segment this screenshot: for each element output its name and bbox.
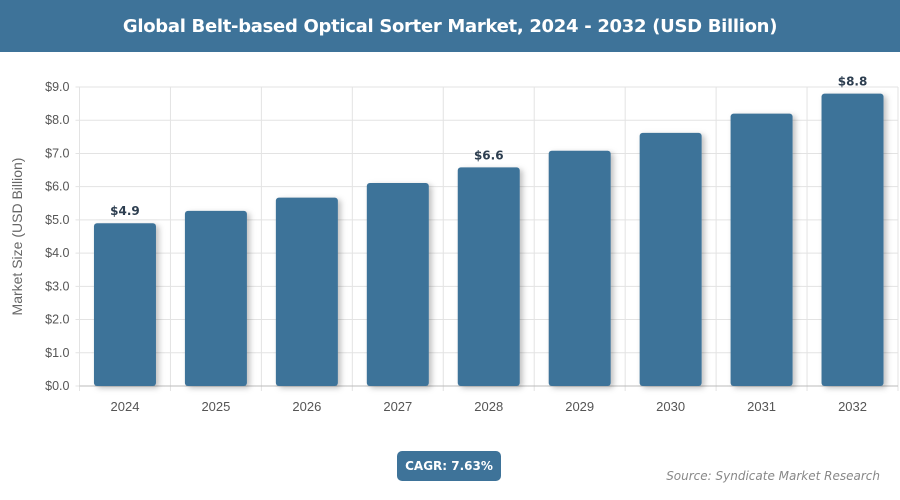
x-tick-label: 2030 bbox=[656, 399, 685, 414]
x-tick-label: 2026 bbox=[292, 399, 321, 414]
x-tick-label: 2025 bbox=[201, 399, 230, 414]
data-label: $6.6 bbox=[474, 148, 504, 162]
data-label: $8.8 bbox=[838, 75, 868, 89]
y-tick-label: $1.0 bbox=[45, 346, 69, 360]
x-tick-label: 2031 bbox=[747, 399, 776, 414]
chart-title: Global Belt-based Optical Sorter Market,… bbox=[0, 0, 900, 52]
bar-2029 bbox=[548, 150, 611, 386]
bar-2024 bbox=[93, 223, 156, 386]
x-tick-label: 2024 bbox=[111, 399, 140, 414]
bar-2030 bbox=[639, 132, 702, 386]
y-axis-label: Market Size (USD Billion) bbox=[9, 158, 25, 316]
y-tick-label: $9.0 bbox=[45, 80, 69, 94]
y-tick-label: $8.0 bbox=[45, 113, 69, 127]
bar-2027 bbox=[366, 183, 429, 386]
y-tick-label: $3.0 bbox=[45, 279, 69, 293]
y-tick-label: $6.0 bbox=[45, 180, 69, 194]
x-tick-label: 2027 bbox=[383, 399, 412, 414]
bar-2031 bbox=[730, 113, 793, 387]
y-tick-label: $7.0 bbox=[45, 146, 69, 160]
y-tick-label: $5.0 bbox=[45, 213, 69, 227]
bar-2026 bbox=[275, 197, 338, 386]
y-tick-label: $2.0 bbox=[45, 313, 69, 327]
cagr-badge: CAGR: 7.63% bbox=[397, 451, 501, 481]
data-label: $4.9 bbox=[110, 204, 140, 218]
y-tick-label: $4.0 bbox=[45, 246, 69, 260]
x-tick-label: 2032 bbox=[838, 399, 867, 414]
y-tick-label: $0.0 bbox=[45, 379, 69, 393]
x-tick-label: 2029 bbox=[565, 399, 594, 414]
source-note: Source: Syndicate Market Research bbox=[666, 469, 880, 483]
bar-2025 bbox=[184, 210, 247, 386]
bar-2032 bbox=[821, 93, 884, 387]
bar-2028 bbox=[457, 167, 520, 386]
x-tick-label: 2028 bbox=[474, 399, 503, 414]
